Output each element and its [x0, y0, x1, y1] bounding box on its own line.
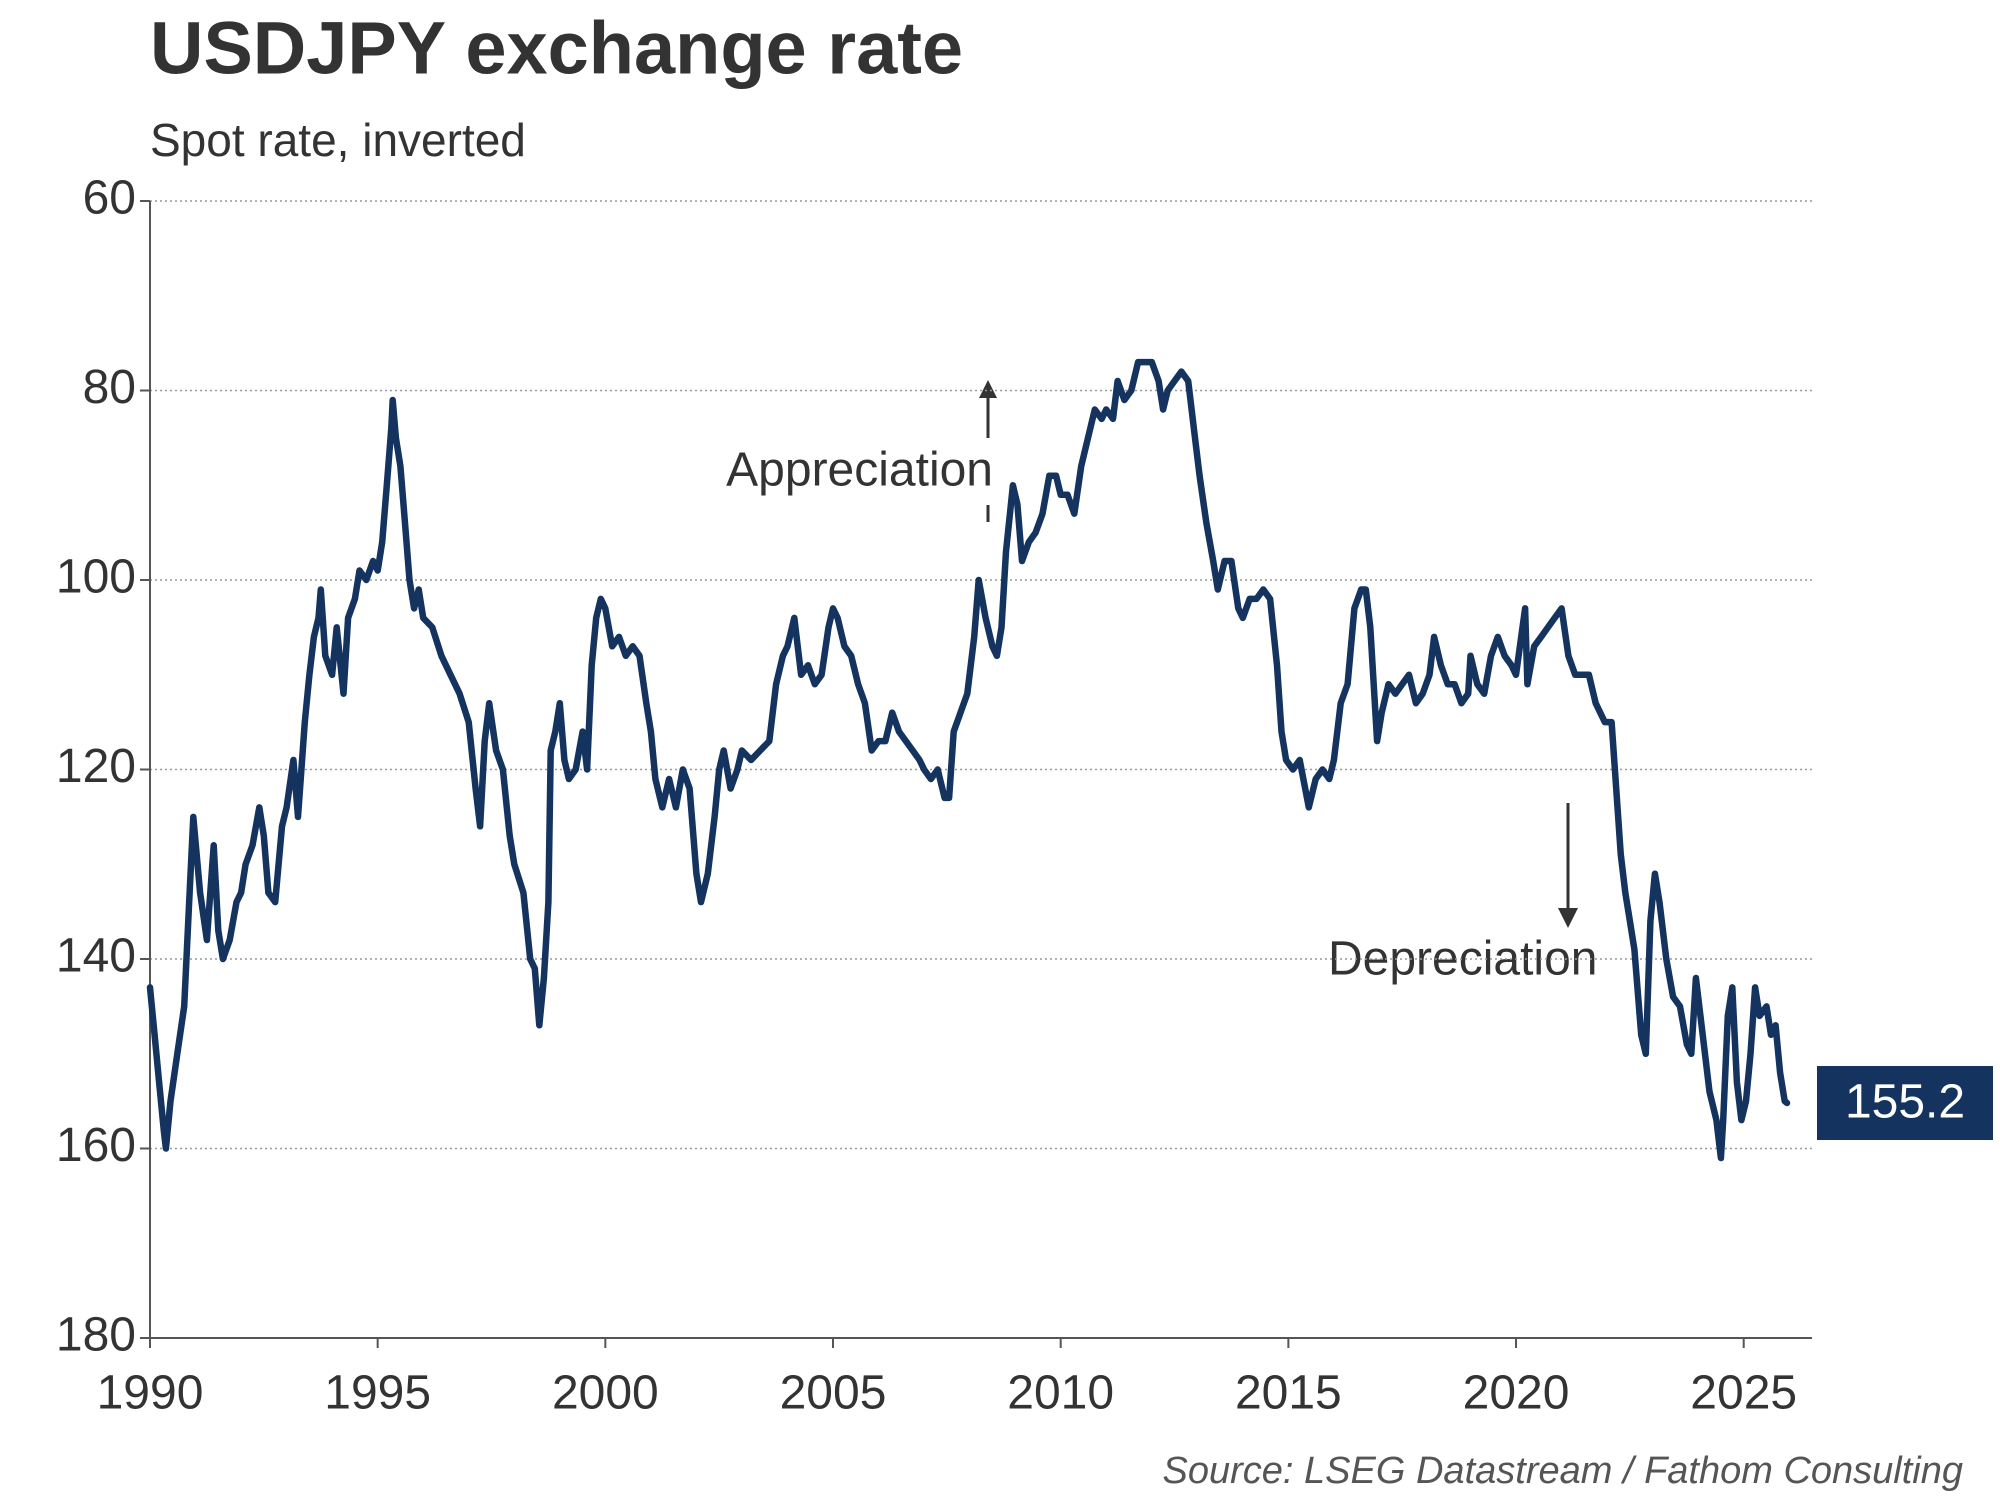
last-value-box [1817, 1066, 1993, 1141]
annotation-arrows [979, 380, 1578, 928]
last-value-label: 155.2 [1845, 1076, 1965, 1129]
y-tick-label: 100 [56, 551, 136, 604]
annotation: Appreciation [726, 444, 993, 497]
x-tick-label: 2015 [1235, 1367, 1342, 1420]
data-line [146, 358, 1791, 1162]
y-tick-label: 160 [56, 1119, 136, 1172]
x-tick-label: 2025 [1690, 1367, 1797, 1420]
annotation: Depreciation [1328, 933, 1597, 986]
chart-title: USDJPY exchange rate [150, 7, 963, 90]
y-tick-label: 120 [56, 740, 136, 793]
y-tick-label: 180 [56, 1309, 136, 1362]
x-tick-label: 2005 [780, 1367, 887, 1420]
chart-subtitle: Spot rate, inverted [150, 114, 526, 166]
x-tick-label: 1990 [97, 1367, 204, 1420]
x-tick-label: 2010 [1007, 1367, 1114, 1420]
x-tick-label: 1995 [324, 1367, 431, 1420]
source-note: Source: LSEG Datastream / Fathom Consult… [1163, 1450, 1963, 1492]
x-tick-label: 2000 [552, 1367, 659, 1420]
x-tick-label: 2020 [1463, 1367, 1570, 1420]
y-tick-label: 60 [83, 172, 136, 225]
y-tick-label: 140 [56, 930, 136, 983]
y-tick-label: 80 [83, 361, 136, 414]
